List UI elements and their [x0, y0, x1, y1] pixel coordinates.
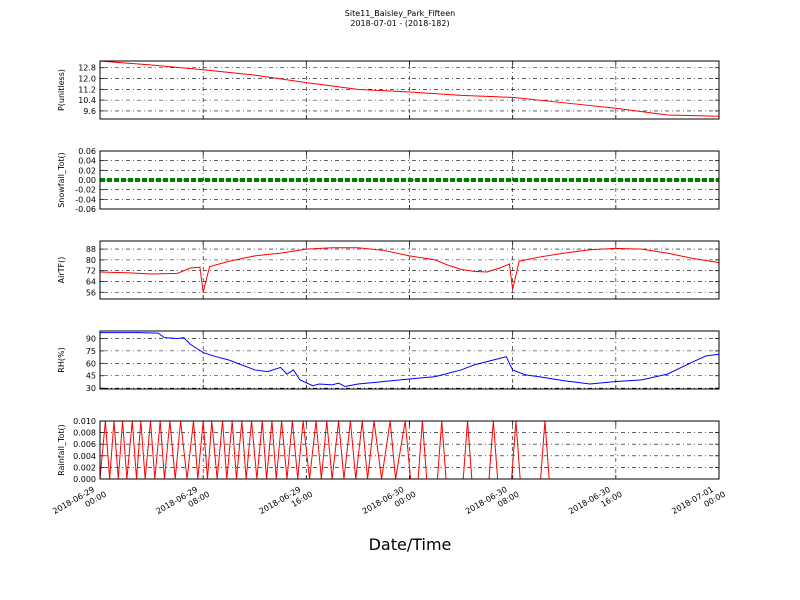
y-tick-label: 0.006 [73, 440, 96, 449]
y-tick-label: 64 [86, 277, 96, 286]
plot-frame [99, 330, 720, 390]
y-axis-label: Rainfall_Tot() [57, 424, 66, 476]
y-tick-label: 11.2 [78, 85, 96, 94]
y-tick-label: 80 [86, 256, 96, 265]
y-tick-label: 0.06 [78, 147, 96, 156]
plot-frame [99, 240, 720, 300]
y-tick-label: 72 [86, 267, 96, 276]
plot-frame [99, 60, 720, 120]
y-tick-label: 0.02 [78, 166, 96, 175]
y-tick-label: 12.8 [78, 64, 96, 73]
y-tick-label: 30 [86, 384, 96, 393]
plot-frame [99, 150, 720, 210]
y-axis-label: Snowfall_Tot() [57, 152, 66, 208]
y-tick-label: 0.008 [73, 429, 96, 438]
y-axis-label: P(unitless) [57, 69, 66, 111]
plot-frame [99, 420, 720, 480]
y-tick-label: 75 [86, 347, 96, 356]
y-tick-label: -0.06 [75, 205, 96, 214]
y-tick-label: 0.002 [73, 463, 96, 472]
y-tick-label: 90 [86, 334, 96, 343]
y-tick-label: 0.00 [78, 176, 96, 185]
y-tick-label: 0.04 [78, 157, 96, 166]
x-axis-label: Date/Time [369, 535, 452, 554]
y-tick-label: -0.04 [75, 195, 96, 204]
y-tick-label: 0.010 [73, 417, 96, 426]
y-tick-label: 0.004 [73, 452, 96, 461]
chart-subtitle: 2018-07-01 - (2018-182) [350, 19, 449, 28]
y-tick-label: 60 [86, 359, 96, 368]
y-tick-label: 12.0 [78, 75, 96, 84]
y-tick-label: 10.4 [78, 96, 96, 105]
data-line [99, 247, 720, 293]
y-axis-label: AirTF() [57, 257, 66, 284]
y-tick-label: -0.02 [75, 186, 96, 195]
y-tick-label: 88 [86, 245, 96, 254]
y-tick-label: 45 [86, 372, 96, 381]
y-tick-label: 0.000 [73, 475, 96, 484]
y-tick-label: 56 [86, 288, 96, 297]
y-axis-label: RH(%) [57, 347, 66, 372]
y-tick-label: 9.6 [83, 107, 96, 116]
data-line [99, 60, 720, 117]
chart-title: Site11_Baisley_Park_Fifteen [345, 9, 455, 18]
data-line [100, 332, 720, 388]
